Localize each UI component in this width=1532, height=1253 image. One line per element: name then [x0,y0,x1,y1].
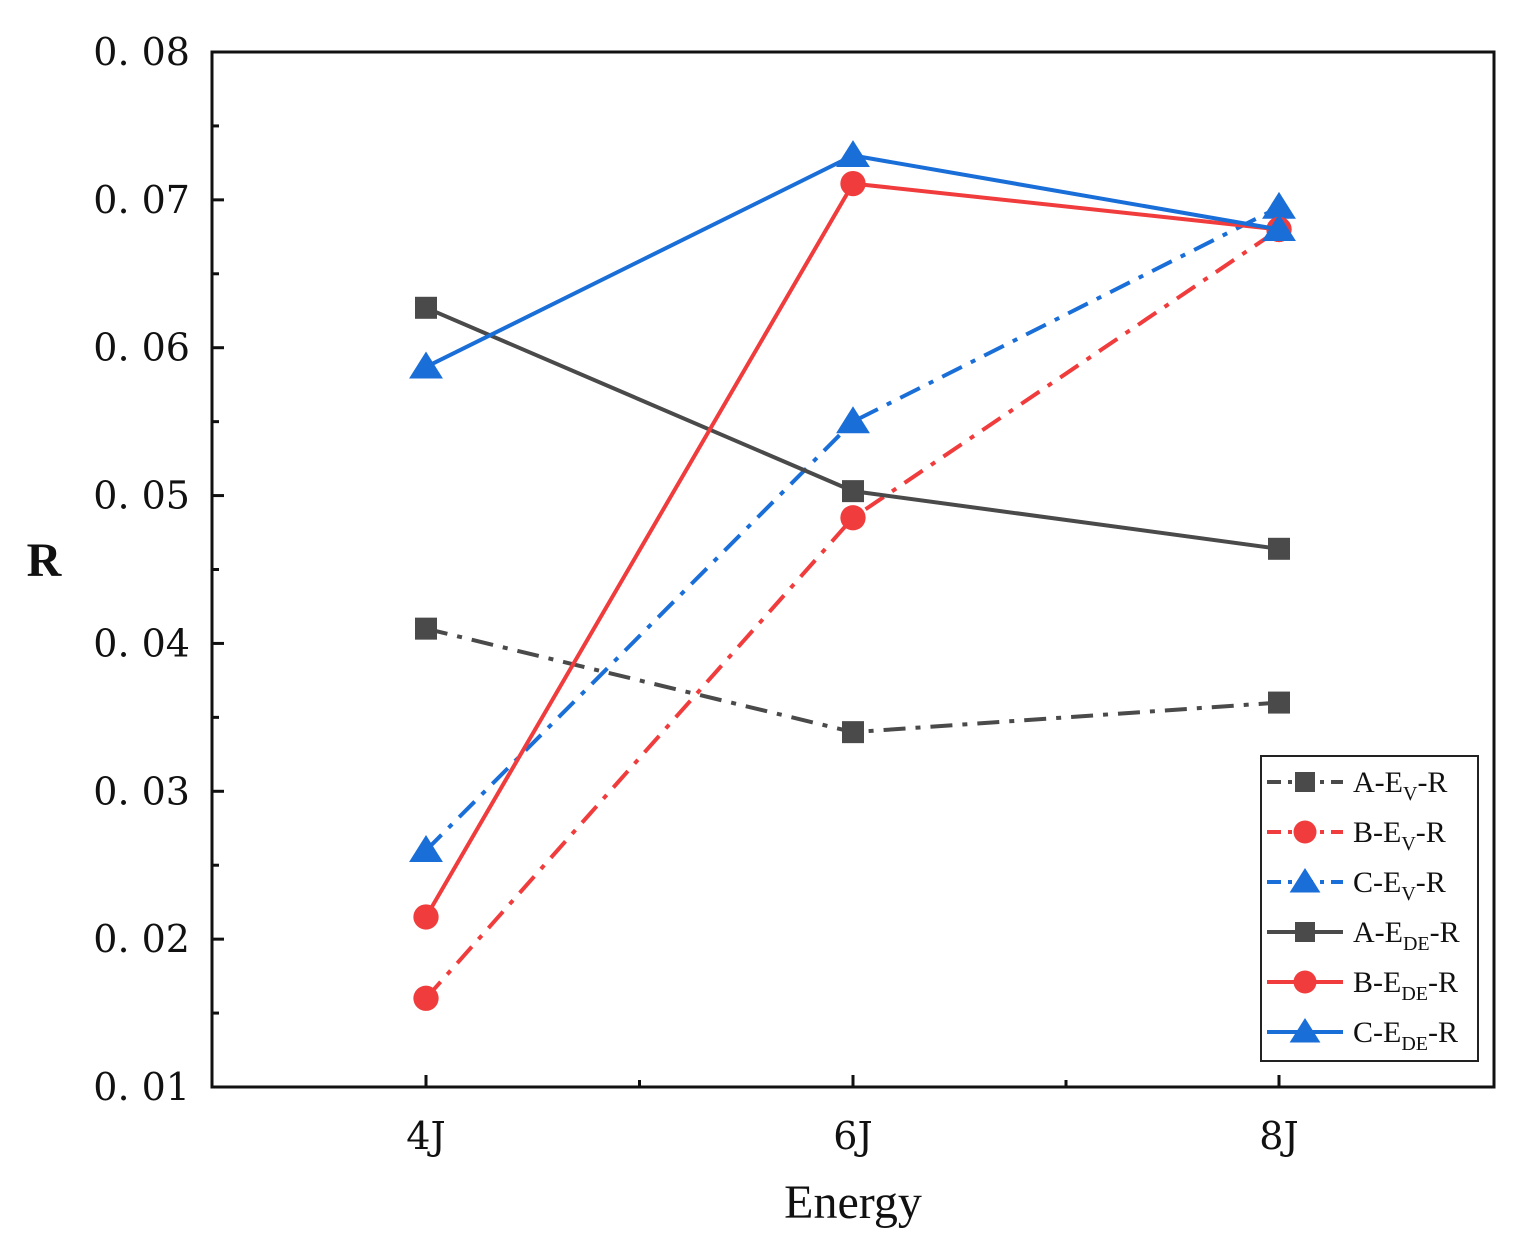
legend-marker-b-ev [1293,820,1317,844]
series-c-ede [409,140,1296,379]
legend-marker-c-ev [1289,868,1321,893]
y-tick-label: 0. 03 [93,769,190,813]
y-tick-label: 0. 02 [93,917,190,961]
data-point-b-ede [413,904,439,930]
legend-marker-c-ede [1289,1018,1321,1043]
legend-label-a-ede: A-EDE-R [1353,916,1460,955]
legend-box [1260,755,1479,1062]
legend-marker-a-ede [1295,922,1315,942]
data-point-b-ev [413,985,439,1011]
legend: A-EV-R B-EV-R C-EV-R A-EDE-R B-EDE-R C-EDE-R [1260,755,1479,1062]
data-point-c-ede [409,351,443,379]
axes: 0. 01 0. 02 0. 03 0. 04 0. 05 0. 06 0. 07 0. 08… [27,30,1496,1229]
x-tick-label: 4J [406,1114,445,1158]
legend-marker-b-ede [1293,970,1317,994]
series-layer [409,140,1296,1011]
legend-entry-a-ev: A-EV-R [1267,766,1447,805]
legend-entry-b-ede: B-EDE-R [1267,966,1458,1005]
legend-entry-c-ede: C-EDE-R [1267,1016,1458,1055]
y-tick-label: 0. 08 [93,30,190,74]
data-point-a-ev [842,721,864,744]
legend-label-a-ev: A-EV-R [1353,766,1447,805]
data-point-c-ev [409,835,443,862]
y-tick-label: 0. 05 [93,474,190,518]
data-point-a-ede [1268,537,1290,560]
data-point-c-ev [836,406,870,434]
series-line-b-ede [424,181,1280,918]
data-point-a-ede [842,480,864,503]
legend-entry-c-ev: C-EV-R [1267,866,1446,905]
y-axis-title: R [27,534,63,587]
legend-entry-b-ev: B-EV-R [1267,816,1446,855]
legend-entry-a-ede: A-EDE-R [1267,916,1460,955]
y-tick-label: 0. 04 [93,621,190,665]
data-point-c-ev [1262,191,1296,219]
x-axis-title: Energy [784,1176,922,1229]
series-a-ede [415,296,1290,560]
y-tick-label: 0. 06 [93,326,190,370]
x-tick-label: 8J [1259,1114,1298,1158]
legend-label-b-ede: B-EDE-R [1353,966,1458,1005]
data-point-a-ev [1268,691,1290,714]
series-line-c-ev [424,205,1280,852]
data-point-c-ede [836,140,870,168]
legend-label-c-ede: C-EDE-R [1353,1016,1458,1055]
legend-label-b-ev: B-EV-R [1353,816,1446,855]
series-b-ede [413,170,1292,930]
series-c-ev [409,191,1296,862]
y-tick-label: 0. 01 [93,1065,190,1109]
series-line-b-ev [424,227,1281,1000]
legend-marker-a-ev [1295,772,1315,792]
series-a-ev [415,617,1290,744]
data-point-c-ede [1262,214,1296,241]
data-point-a-ev [415,617,437,640]
series-b-ev [413,216,1292,1011]
data-point-b-ede [840,170,866,197]
x-tick-label: 6J [833,1114,872,1158]
data-point-a-ede [415,296,437,319]
legend-label-c-ev: C-EV-R [1353,866,1446,905]
series-line-a-ev [425,626,1280,735]
y-tick-label: 0. 07 [93,178,190,222]
data-point-b-ev [840,505,866,531]
